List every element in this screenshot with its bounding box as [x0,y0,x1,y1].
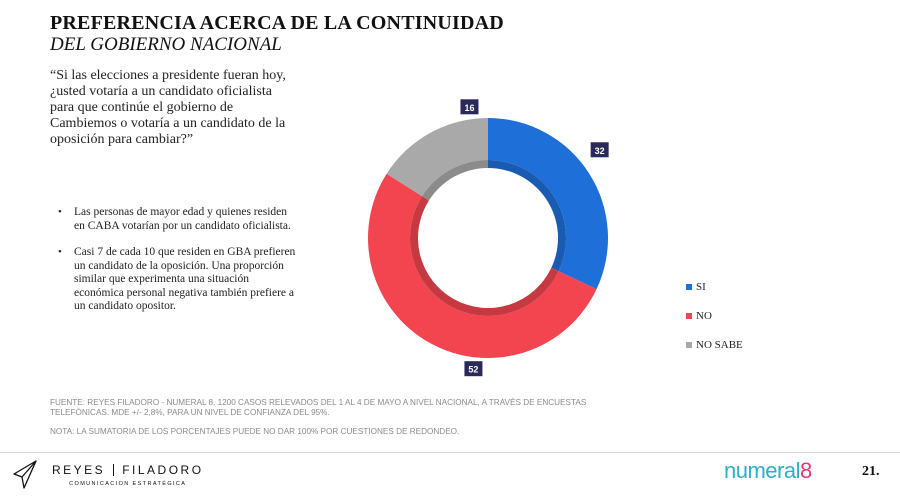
legend-swatch-no-sabe [686,342,692,348]
data-label-text: 32 [595,146,605,156]
legend-label-no-sabe: NO SABE [696,339,743,351]
legend-swatch-si [686,284,692,290]
page-title: PREFERENCIA ACERCA DE LA CONTINUIDAD [50,12,504,34]
legend-label-no: NO [696,310,712,322]
page-number: 21. [862,464,880,479]
source-note: FUENTE: REYES FILADORO - NUMERAL 8. 1200… [50,398,587,417]
findings-list: Las personas de mayor edad y quienes res… [56,206,296,327]
data-label-box [460,99,479,115]
logo-name-a: REYES [52,463,106,477]
legend-item-si: SI [686,280,743,294]
data-label-box [590,142,609,158]
logo-tagline: COMUNICACION ESTRATÉGICA [69,481,187,487]
legend-item-no: NO [686,309,743,323]
data-label-no-sabe: 16 [460,99,479,115]
footer-divider [0,452,900,453]
data-label-no: 52 [464,361,483,377]
logo-text: REYES FILADORO COMUNICACION ESTRATÉGICA [52,463,204,487]
numeral8-logo: numeral8 [724,458,812,484]
survey-question: “Si las elecciones a presidente fueran h… [50,68,286,147]
donut-chart: 32 52 16 [368,99,609,377]
paper-plane-icon [13,460,37,489]
data-label-text: 16 [464,103,474,113]
title-block: PREFERENCIA ACERCA DE LA CONTINUIDAD DEL… [50,12,504,56]
data-label-box [464,361,483,377]
slice-inner-shade-no-sabe [422,160,488,201]
slice-no [368,173,597,358]
slice-si [488,118,608,290]
data-label-text: 52 [468,365,478,375]
legend-item-no-sabe: NO SABE [686,338,743,352]
rounding-note: NOTA: LA SUMATORIA DE LOS PORCENTAJES PU… [50,427,460,436]
reyes-filadoro-logo: REYES FILADORO COMUNICACION ESTRATÉGICA [12,460,204,490]
numeral8-wordmark: numeral [724,458,800,483]
legend-label-si: SI [696,281,706,293]
slice-no-sabe [386,118,488,197]
logo-name-b: FILADORO [122,463,204,477]
page-subtitle: DEL GOBIERNO NACIONAL [50,34,282,55]
finding-item: Las personas de mayor edad y quienes res… [56,206,296,233]
numeral8-digit: 8 [799,458,812,483]
legend-swatch-no [686,313,692,319]
data-label-si: 32 [590,142,609,158]
finding-item: Casi 7 de cada 10 que residen en GBA pre… [56,246,296,314]
slice-inner-shade-si [488,160,566,272]
chart-legend: SI NO NO SABE [686,280,743,367]
logo-separator [113,464,115,476]
